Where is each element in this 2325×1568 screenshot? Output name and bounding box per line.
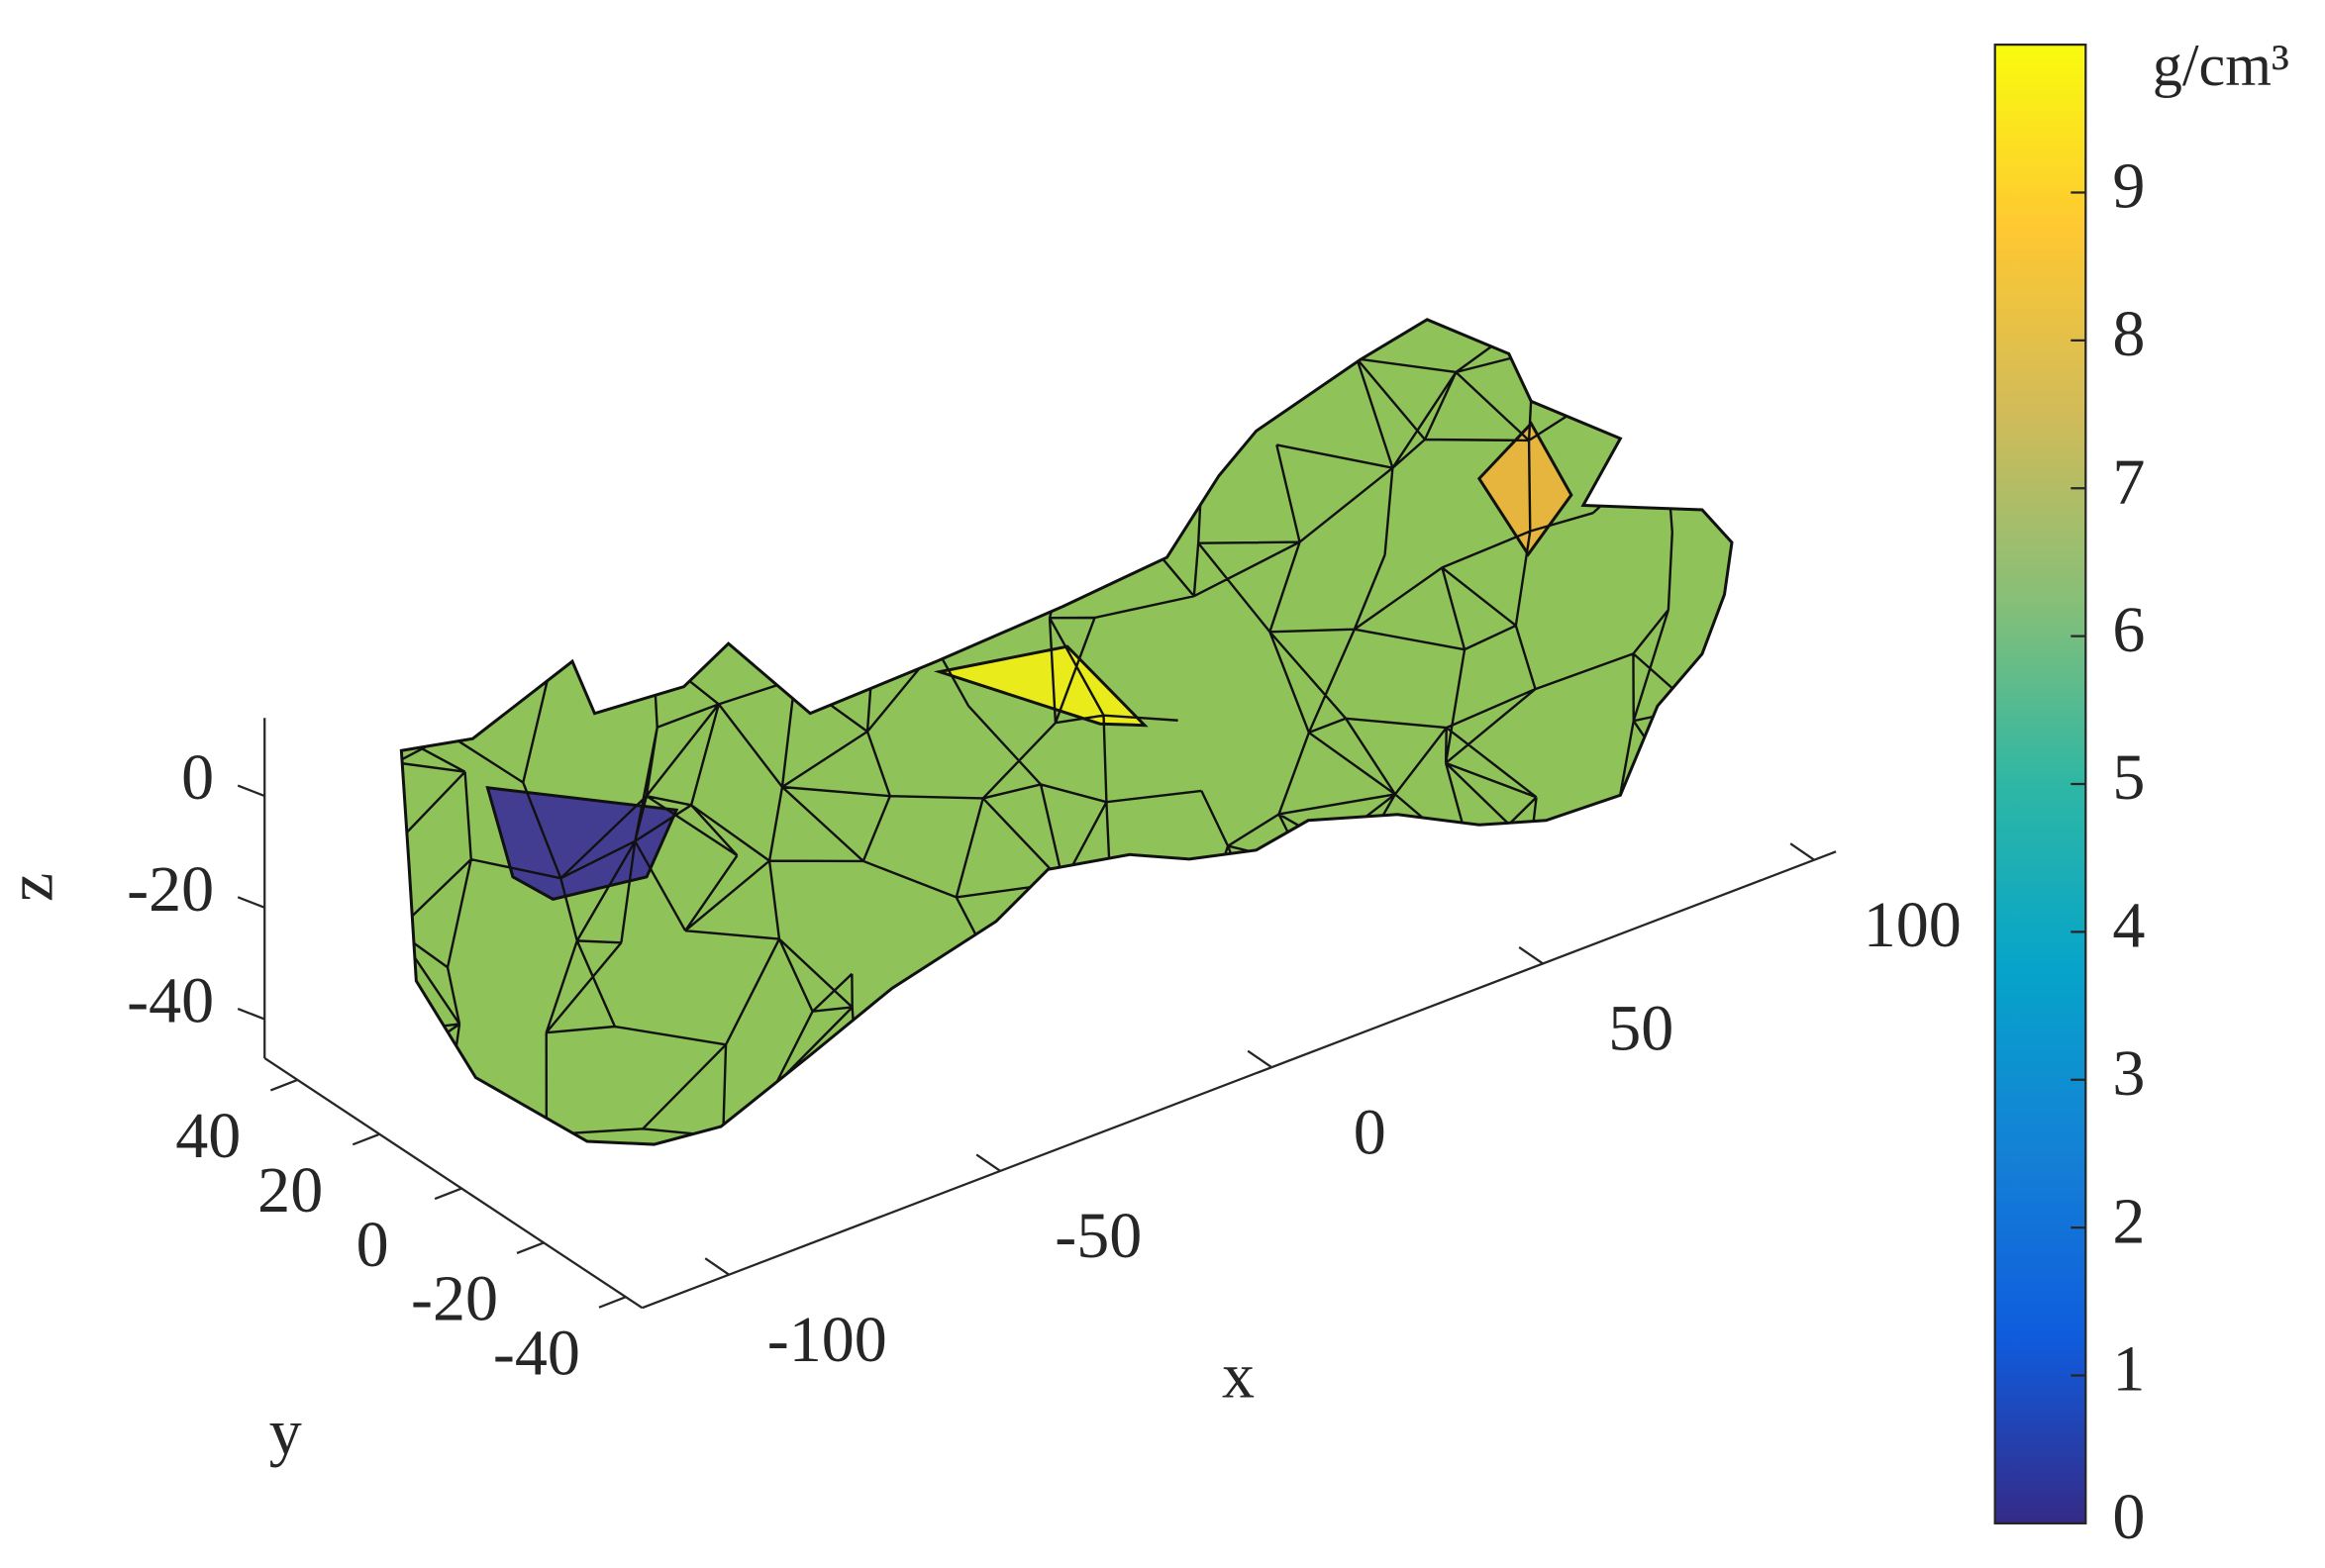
y-axis-line [263,1057,644,1310]
y-tick [516,1241,545,1254]
x-tick [1518,945,1544,965]
x-axis-label: x [1222,1339,1255,1412]
z-axis-label: z [0,873,67,902]
x-tick-label: -50 [1055,1200,1142,1272]
mesh-face [487,787,677,900]
x-tick-label: 50 [1608,993,1673,1065]
colorbar-tick-label: 8 [2112,298,2145,370]
y-tick-label: -40 [493,1317,580,1389]
z-tick-label: 0 [181,741,214,814]
x-tick [1247,1049,1272,1069]
z-tick [237,896,265,909]
mesh-surface [399,318,1734,1146]
colorbar-tick-label: 2 [2112,1185,2145,1257]
colorbar-tick-label: 3 [2112,1037,2145,1110]
y-tick-label: 20 [257,1154,323,1226]
x-tick-label: 100 [1864,889,1962,961]
y-axis-label: y [269,1396,302,1468]
y-tick-label: 40 [175,1100,241,1172]
mesh-face [939,646,1145,726]
y-tick [269,1078,298,1092]
colorbar-tick-label: 1 [2112,1333,2145,1406]
x-tick [975,1153,1001,1172]
colorbar-tick-label: 7 [2112,445,2145,518]
mesh-face-edge [1476,421,1573,557]
z-tick-label: -20 [127,853,214,926]
mesh-face-edge [485,785,679,901]
colorbar-tick-label: 0 [2112,1481,2145,1553]
colorbar-tick-label: 5 [2112,741,2145,814]
y-tick [352,1132,380,1146]
x-tick-label: -100 [767,1304,887,1376]
colorbar-tick-label: 9 [2112,150,2145,223]
y-tick [598,1296,627,1309]
y-tick [434,1187,462,1201]
x-tick [704,1257,730,1276]
colorbar-tick-label: 4 [2112,890,2145,962]
y-tick-label: -20 [411,1263,498,1335]
z-tick-label: -40 [127,965,214,1037]
colorbar-label: g/cm³ [2153,32,2289,98]
colorbar-tick-label: 6 [2112,594,2145,666]
x-axis-line [642,850,1837,1310]
z-tick [237,1007,265,1021]
mesh-face-edge [933,644,1149,728]
x-tick-label: 0 [1354,1096,1386,1168]
mesh [399,318,1734,1146]
y-tick-label: 0 [356,1209,389,1281]
z-tick [237,784,265,798]
x-tick [1789,842,1815,861]
